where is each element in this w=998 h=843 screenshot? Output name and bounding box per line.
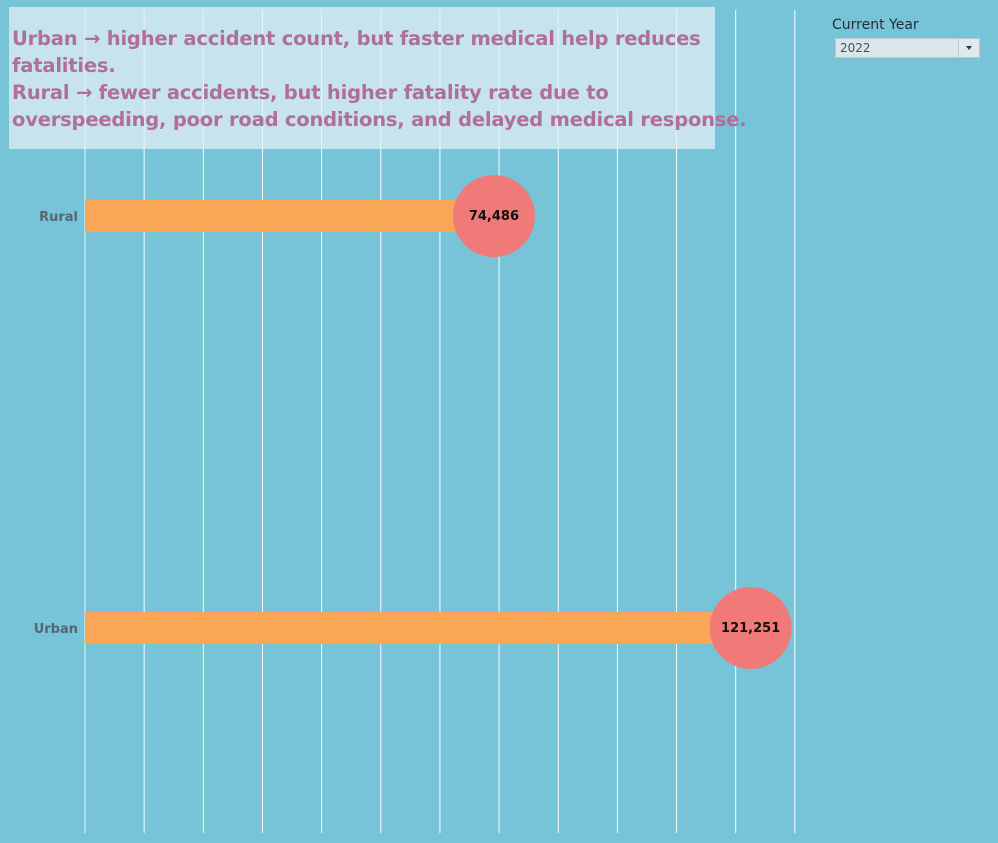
bar — [85, 200, 494, 232]
annotation-line-4: overspeeding, poor road conditions, and … — [12, 108, 747, 131]
data-label: 121,251 — [721, 621, 780, 636]
annotation-line-1: Urban → higher accident count, but faste… — [12, 27, 701, 50]
annotation-box: Urban → higher accident count, but faste… — [9, 7, 747, 149]
chevron-down-icon[interactable] — [958, 39, 979, 57]
category-label: Urban — [34, 622, 78, 637]
value-circle — [452, 175, 535, 257]
year-filter-label: Current Year — [832, 17, 919, 33]
data-label: 74,486 — [469, 209, 519, 224]
annotation-line-3: Rural → fewer accidents, but higher fata… — [12, 81, 609, 104]
year-dropdown-value: 2022 — [840, 41, 871, 55]
annotation-line-2: fatalities. — [12, 54, 116, 77]
year-dropdown[interactable]: 2022 — [835, 38, 980, 58]
bar — [85, 612, 751, 644]
category-label: Rural — [39, 210, 78, 225]
value-circle — [709, 587, 792, 669]
year-filter: Current Year 2022 — [832, 14, 982, 58]
